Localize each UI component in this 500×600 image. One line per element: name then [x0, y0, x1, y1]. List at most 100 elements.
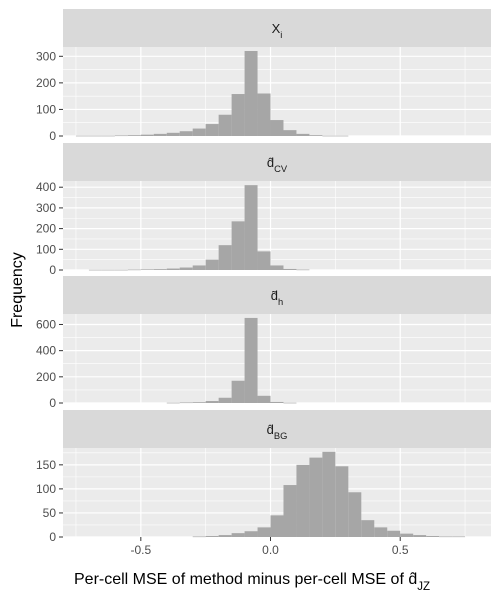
histogram-bar: [218, 245, 232, 270]
y-tick-label: 100: [36, 242, 56, 256]
facet-strip-label: d̂CV: [267, 155, 288, 174]
histogram-bar: [309, 457, 323, 537]
histogram-bar: [88, 269, 102, 271]
histogram-bar: [335, 466, 349, 537]
facet-strip-label-subscript: BG: [274, 431, 288, 441]
histogram-bar: [270, 515, 284, 537]
histogram-bar: [296, 269, 310, 271]
histogram-bar: [205, 401, 219, 403]
histogram-bar: [244, 185, 258, 270]
histogram-bar: [348, 492, 362, 537]
histogram-bar: [127, 269, 141, 271]
plot-panel: [63, 181, 491, 270]
histogram-bar: [192, 128, 206, 136]
y-tick-label: 200: [36, 222, 56, 236]
x-axis-title-symbol: d̂: [408, 571, 417, 588]
histogram-bar: [322, 451, 336, 537]
histogram-bar: [257, 395, 271, 403]
histogram-bar: [166, 268, 180, 270]
facet-strip-label-symbol: d̃: [271, 288, 278, 303]
histogram-bar: [192, 265, 206, 270]
facet-panel-4: d̂BG 0 50 100 150: [36, 410, 491, 544]
histogram-bar: [153, 269, 167, 270]
histogram-bar: [426, 536, 440, 537]
facet-strip: [63, 143, 491, 181]
histogram-bar: [205, 124, 219, 136]
histogram-bar: [439, 536, 453, 538]
facet-strip-label: Xi: [272, 21, 283, 40]
histogram-bar: [231, 94, 245, 136]
histogram-bar: [192, 402, 206, 403]
y-tick-label: 200: [36, 370, 56, 384]
histogram-bar: [283, 268, 297, 270]
histogram-bar: [218, 397, 232, 403]
facet-strip: [63, 9, 491, 47]
facet-strip: [63, 410, 491, 448]
histogram-bar: [270, 120, 284, 136]
histogram-bar: [127, 135, 141, 136]
histogram-bar: [166, 402, 180, 404]
histogram-bar: [270, 401, 284, 403]
y-tick-label: 200: [36, 76, 56, 90]
y-axis-title: Frequency: [9, 252, 26, 328]
histogram-bar: [296, 133, 310, 136]
histogram-bar: [192, 536, 206, 538]
y-tick-label: 0: [49, 530, 56, 544]
facet-panels: Xi0100200300d̂CV0100200300400d̃h02004006…: [36, 9, 491, 557]
facet-strip-label-symbol: d̂: [267, 422, 274, 437]
y-tick-label: 400: [36, 180, 56, 194]
histogram-bar: [244, 531, 258, 537]
histogram-bar: [166, 132, 180, 136]
histogram-bar: [231, 221, 245, 270]
histogram-bar: [140, 134, 154, 136]
y-tick-label: 0: [49, 129, 56, 143]
histogram-bar: [101, 269, 115, 271]
y-tick-label: 100: [36, 102, 56, 116]
histogram-bar: [283, 130, 297, 136]
x-tick-label: -0.5: [130, 543, 151, 557]
histogram-bar: [179, 131, 193, 136]
histogram-bar: [114, 269, 128, 271]
histogram-bar: [101, 135, 115, 137]
histogram-bar: [244, 317, 258, 403]
facet-panel-3: d̃h 0 200 400 600: [36, 276, 491, 410]
histogram-bar: [205, 259, 219, 270]
facet-strip: [63, 276, 491, 314]
histogram-bar: [452, 536, 466, 538]
facet-strip-label: d̂BG: [267, 422, 288, 441]
y-tick-label: 50: [43, 506, 57, 520]
histogram-bar: [400, 533, 414, 537]
histogram-bar: [231, 533, 245, 537]
x-axis-title-subscript: JZ: [417, 581, 430, 593]
histogram-bar: [88, 135, 102, 137]
histogram-bar: [296, 464, 310, 537]
x-axis-title-text: Per-cell MSE of method minus per-cell MS…: [74, 571, 408, 588]
histogram-bar: [179, 267, 193, 270]
facet-strip-label-symbol: d̂: [267, 155, 274, 170]
facet-strip-label-symbol: X: [272, 21, 281, 36]
y-tick-label: 600: [36, 317, 56, 331]
facet-strip-label: d̃h: [271, 288, 283, 307]
facet-strip-label-subscript: i: [280, 30, 282, 40]
y-tick-label: 0: [49, 263, 56, 277]
histogram-bar: [283, 485, 297, 537]
histogram-bar: [218, 114, 232, 136]
x-tick-label: 0.5: [392, 543, 409, 557]
y-tick-label: 100: [36, 482, 56, 496]
histogram-bar: [335, 135, 349, 137]
histogram-bar: [283, 402, 297, 404]
histogram-bar: [218, 535, 232, 537]
histogram-bar: [114, 135, 128, 137]
facet-strip-label-subscript: h: [278, 297, 283, 307]
histogram-bar: [322, 135, 336, 137]
histogram-bar: [179, 402, 193, 404]
histogram-bar: [257, 527, 271, 537]
histogram-bar: [257, 251, 271, 270]
y-tick-label: 150: [36, 458, 56, 472]
histogram-bar: [374, 527, 388, 537]
histogram-bar: [140, 269, 154, 270]
histogram-bar: [231, 380, 245, 403]
histogram-bar: [413, 535, 427, 537]
histogram-bar: [361, 520, 375, 537]
